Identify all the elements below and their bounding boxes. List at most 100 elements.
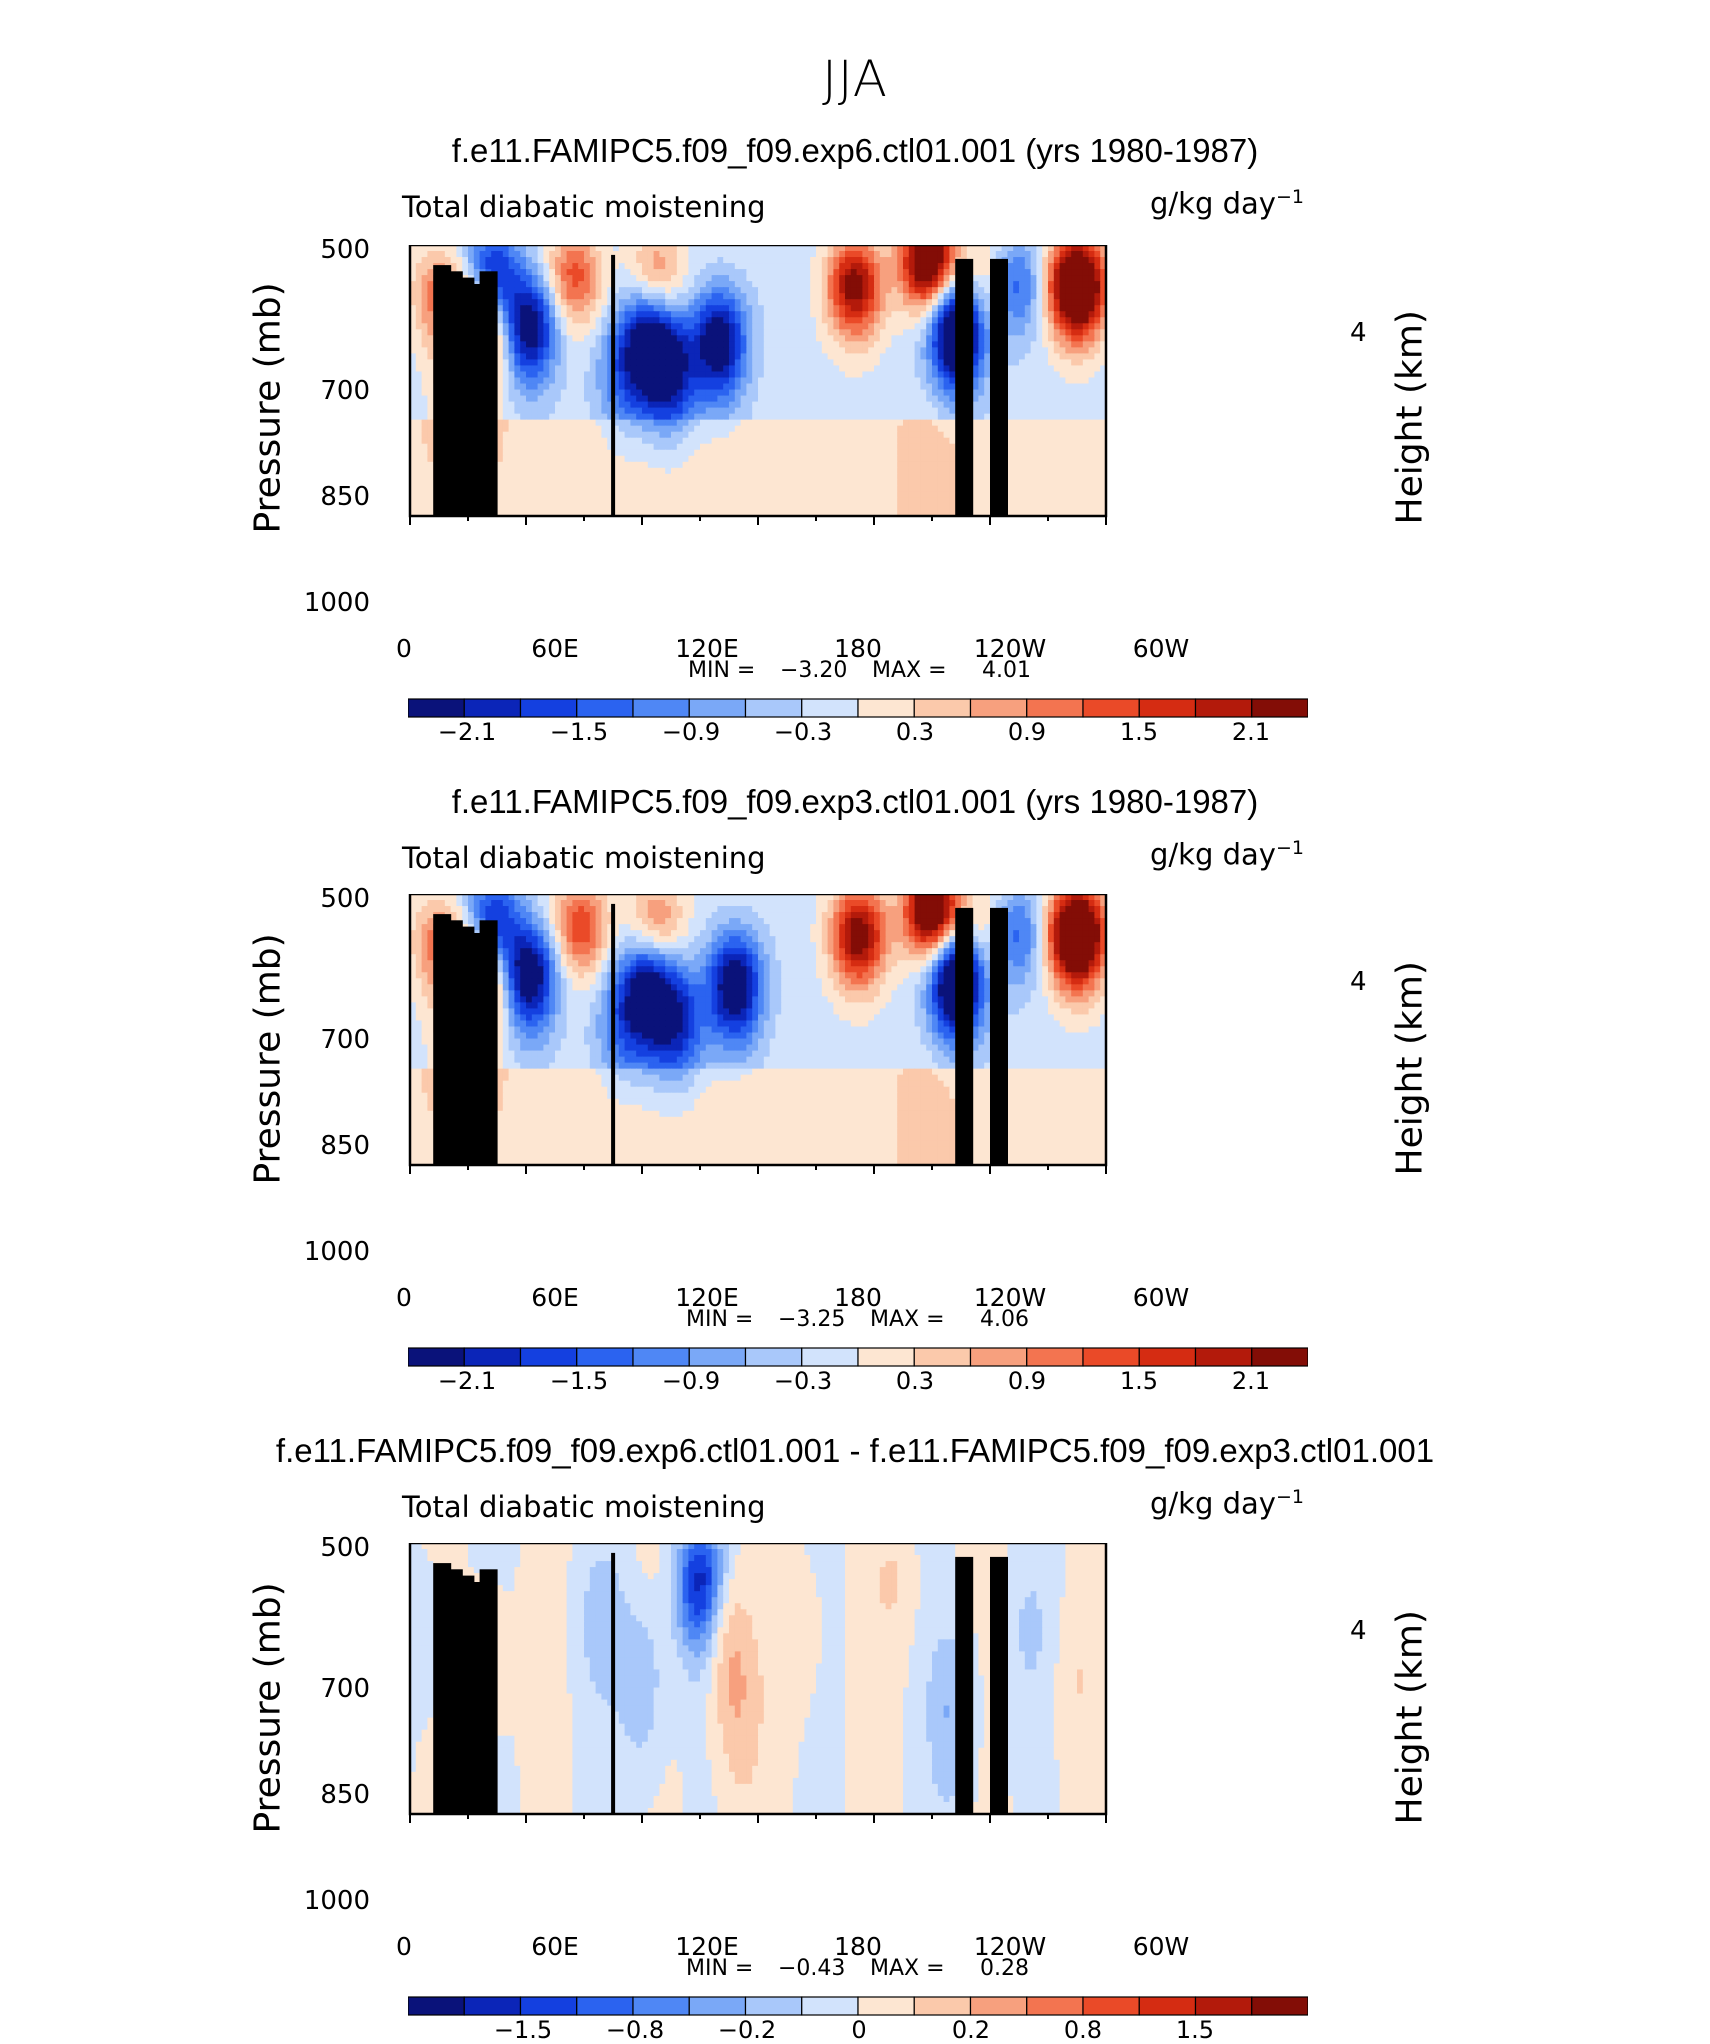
contour-cell [868,449,875,457]
contour-cell [879,347,887,354]
contour-cell [845,347,852,354]
contour-cell [781,371,788,379]
contour-cell [613,371,620,379]
contour-cell [856,311,863,318]
contour-cell [444,251,452,258]
contour-cell [856,467,863,475]
contour-cell [578,479,585,487]
contour-cell [659,299,666,306]
contour-cell [566,323,573,330]
contour-cell [746,257,753,264]
contour-cell [700,251,707,258]
contour-cell [694,473,701,481]
contour-cell [717,341,724,348]
contour-cell [665,485,672,493]
contour-cell [1065,401,1072,409]
contour-cell [723,443,730,451]
contour-cell [653,437,660,445]
contour-cell [763,245,771,252]
contour-cell [578,389,585,397]
contour-cell [1036,269,1043,276]
contour-cell [1088,473,1095,481]
contour-cell [879,419,887,427]
contour-cell [1094,365,1101,373]
contour-cell [566,245,573,252]
contour-cell [647,311,655,318]
contour-cell [740,455,747,463]
contour-cell [1007,449,1014,457]
contour-cell [526,347,533,354]
contour-cell [914,287,921,294]
contour-cell [694,329,701,336]
contour-cell [665,317,672,324]
contour-cell [740,467,747,475]
contour-cell [531,281,539,288]
contour-cell [618,353,626,361]
contour-cell [497,431,504,439]
contour-cell [972,407,979,415]
contour-cell [1030,413,1037,421]
contour-cell [1094,359,1101,367]
contour-cell [607,245,614,252]
contour-cell [526,413,533,421]
contour-cell [932,251,939,258]
contour-cell [827,365,834,373]
contour-cell [781,245,788,252]
contour-cell [456,257,463,264]
contour-cell [897,245,904,252]
contour-cell [897,365,904,373]
contour-cell [671,383,678,391]
contour-cell [758,323,765,330]
contour-cell [932,419,939,427]
contour-cell [682,443,689,451]
contour-cell [676,269,684,276]
contour-cell [1048,485,1055,493]
contour-cell [671,335,678,342]
contour-cell [497,341,504,348]
contour-cell [1077,437,1084,445]
contour-cell [526,401,533,409]
contour-cell [839,401,846,409]
contour-cell [1013,341,1020,348]
contour-cell [665,281,672,288]
contour-cell [514,389,521,397]
contour-cell [972,269,979,276]
contour-cell [926,431,933,439]
contour-cell [862,323,869,330]
contour-cell [897,413,904,421]
contour-cell [1053,317,1061,324]
contour-cell [682,401,689,409]
contour-cell [920,353,927,361]
contour-cell [642,299,649,306]
contour-cell [543,455,550,463]
contour-cell [1071,449,1078,457]
contour-cell [943,347,950,354]
contour-cell [549,335,556,342]
contour-cell [630,335,637,342]
contour-cell [752,347,759,354]
contour-cell [781,293,788,300]
contour-cell [1013,275,1020,282]
contour-cell [937,407,945,415]
contour-cell [514,335,521,342]
contour-cell [531,491,539,499]
contour-cell [1019,293,1026,300]
contour-cell [1013,323,1020,330]
contour-cell [1036,437,1043,445]
contour-cell [497,359,504,367]
contour-cell [827,425,834,433]
contour-cell [943,293,950,300]
contour-cell [642,341,649,348]
contour-cell [978,467,985,475]
contour-cell [763,407,771,415]
contour-cell [1059,395,1066,403]
contour-cell [555,323,562,330]
contour-cell [1024,479,1032,487]
contour-cell [1042,263,1049,270]
contour-cell [526,437,533,445]
contour-cell [758,413,765,421]
contour-cell [688,245,695,252]
contour-cell [688,377,695,385]
contour-cell [752,383,759,391]
contour-cell [746,305,753,312]
